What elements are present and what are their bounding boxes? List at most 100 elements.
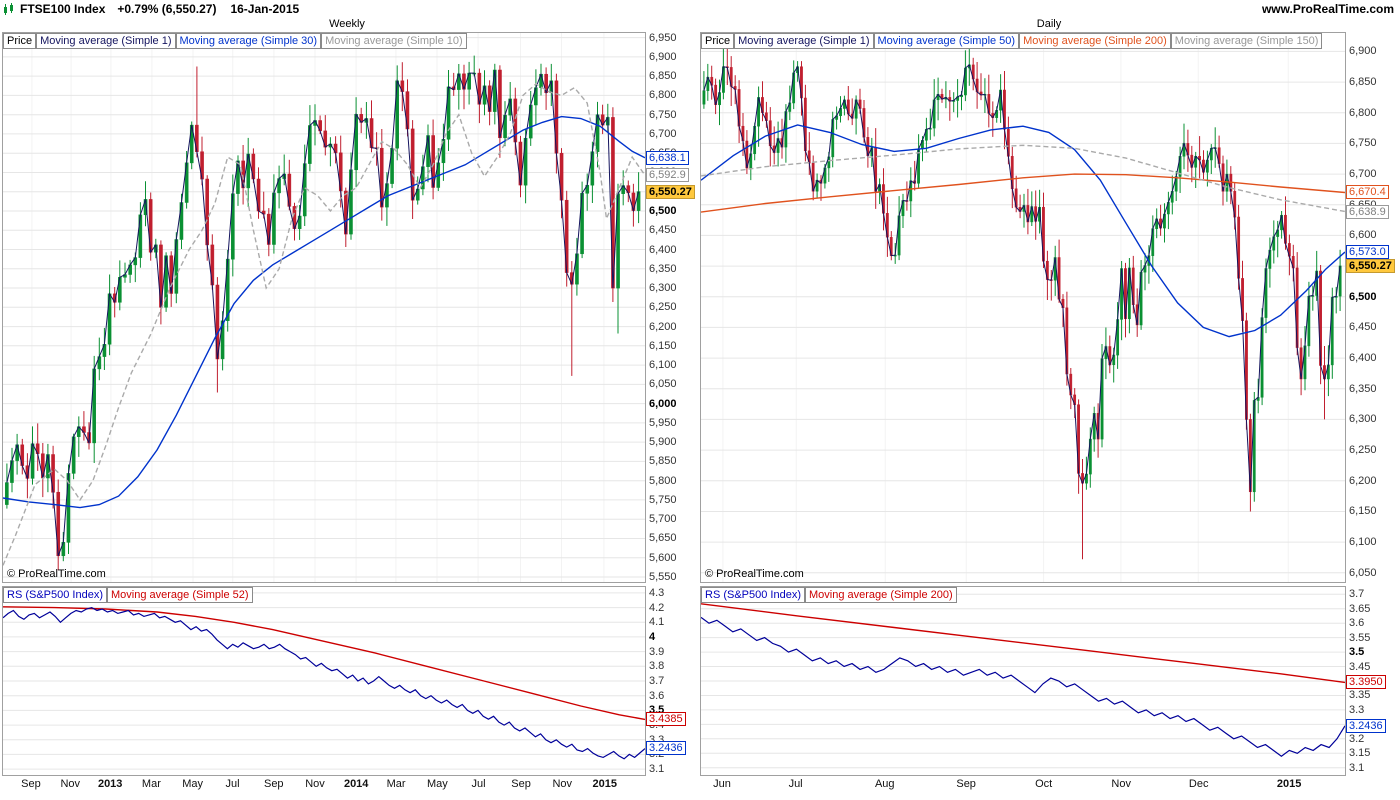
y-axis-tick: 3.2 xyxy=(1349,732,1365,745)
x-axis-label: Nov xyxy=(305,778,325,790)
y-axis-tick: 6,900 xyxy=(1349,45,1377,58)
value-tag: 6,573.0 xyxy=(1346,244,1389,259)
y-axis-tick: 6,700 xyxy=(649,127,677,140)
y-axis-tick: 4.1 xyxy=(649,616,665,629)
value-tag: 6,670.4 xyxy=(1346,185,1389,200)
y-axis-tick: 3.7 xyxy=(649,675,665,687)
weekly-price-svg xyxy=(3,33,645,582)
y-axis-tick: 5,850 xyxy=(649,455,677,468)
top-bar: FTSE100 Index +0.79% (6,550.27) 16-Jan-2… xyxy=(0,0,1400,18)
y-axis-tick: 3.35 xyxy=(1349,689,1371,702)
x-axis-label: Sep xyxy=(21,778,41,790)
daily-rs-chart[interactable]: RS (S&P500 Index) Moving average (Simple … xyxy=(700,586,1346,776)
y-axis-tick: 6,450 xyxy=(1349,321,1377,334)
x-axis-label: Jul xyxy=(788,778,803,790)
y-axis-tick: 4 xyxy=(649,630,656,643)
y-axis-tick: 6,750 xyxy=(1349,137,1377,150)
y-axis-tick: 3.9 xyxy=(649,645,665,658)
x-axis-label: Nov xyxy=(552,778,573,790)
y-axis-tick: 6,400 xyxy=(1349,352,1377,365)
x-axis-label: Jul xyxy=(225,778,240,790)
x-axis-label: Jul xyxy=(471,778,486,790)
value-tag: 6,638.1 xyxy=(646,150,689,165)
daily-price-chart[interactable]: Price Moving average (Simple 1) Moving ave… xyxy=(700,32,1346,583)
daily-rs-legend: RS (S&P500 Index) Moving average (Simple … xyxy=(701,587,957,603)
value-tag: 6,592.9 xyxy=(646,168,689,183)
y-axis-tick: 6,500 xyxy=(649,204,677,217)
y-axis-tick: 6,000 xyxy=(649,397,677,410)
x-axis-label: May xyxy=(182,778,203,790)
daily-price-legend: Price Moving average (Simple 1) Moving ave… xyxy=(701,33,1323,49)
quote-date: 16-Jan-2015 xyxy=(230,2,300,16)
daily-copyright: © ProRealTime.com xyxy=(705,568,804,580)
y-axis-tick: 6,100 xyxy=(1349,536,1377,549)
y-axis-tick: 3.6 xyxy=(649,689,665,702)
x-axis-label: Sep xyxy=(956,778,976,790)
y-axis-tick: 6,150 xyxy=(1349,505,1377,518)
weekly-rs-svg xyxy=(3,592,645,770)
y-axis-tick: 3.7 xyxy=(1349,588,1365,601)
x-axis-label: 2014 xyxy=(343,778,369,790)
y-axis-tick: 3.1 xyxy=(1349,761,1365,774)
y-axis-tick: 6,250 xyxy=(1349,444,1377,457)
value-tag: 3.2436 xyxy=(646,741,686,756)
x-axis-label: Mar xyxy=(386,778,406,790)
y-axis-tick: 6,500 xyxy=(1349,290,1377,303)
y-axis-tick: 6,900 xyxy=(649,50,677,63)
weekly-price-legend: Price Moving average (Simple 1) Moving ave… xyxy=(3,33,467,49)
x-axis-label: Sep xyxy=(263,778,284,790)
y-axis-tick: 6,250 xyxy=(649,301,677,314)
value-tag: 3.3950 xyxy=(1346,675,1386,690)
value-tag: 3.2436 xyxy=(1346,719,1386,734)
y-axis-tick: 6,700 xyxy=(1349,168,1377,181)
y-axis-tick: 5,900 xyxy=(649,436,677,449)
value-tag: 3.4385 xyxy=(646,712,686,727)
provider-link[interactable]: www.ProRealTime.com xyxy=(1261,2,1394,16)
legend-item[interactable]: Moving average (Simple 200) xyxy=(1019,33,1171,49)
legend-item[interactable]: Moving average (Simple 52) xyxy=(107,587,253,603)
daily-panel: Daily Price Moving average (Simple 1) Movi… xyxy=(700,18,1398,794)
weekly-rs-chart[interactable]: RS (S&P500 Index) Moving average (Simple … xyxy=(2,586,646,776)
legend-item[interactable]: Price xyxy=(3,33,37,49)
candlestick-icon xyxy=(3,2,15,16)
x-axis-label: Mar xyxy=(141,778,161,790)
legend-item[interactable]: Moving average (Simple 50) xyxy=(873,33,1020,49)
legend-item[interactable]: Moving average (Simple 1) xyxy=(734,33,874,49)
last-price-tag: 6,550.27 xyxy=(646,184,695,199)
y-axis-tick: 5,700 xyxy=(649,513,677,526)
y-axis-tick: 6,400 xyxy=(649,243,677,256)
legend-item[interactable]: RS (S&P500 Index) xyxy=(701,587,805,603)
weekly-panel: Weekly Price Moving average (Simple 1) Mov… xyxy=(2,18,695,794)
y-axis-tick: 3.8 xyxy=(649,660,665,673)
x-axis-label: May xyxy=(426,778,448,790)
y-axis-tick: 5,750 xyxy=(649,493,677,506)
y-axis-tick: 3.5 xyxy=(1349,646,1365,659)
y-axis-tick: 6,800 xyxy=(1349,106,1377,119)
legend-item[interactable]: Moving average (Simple 1) xyxy=(36,33,176,49)
y-axis-tick: 6,200 xyxy=(1349,474,1377,487)
y-axis-tick: 5,950 xyxy=(649,416,677,429)
y-axis-tick: 6,200 xyxy=(649,320,677,333)
legend-item[interactable]: Moving average (Simple 200) xyxy=(805,587,957,603)
x-axis-label: Oct xyxy=(1035,778,1053,790)
daily-rs-y-axis: 3.13.153.23.253.33.353.43.453.53.553.63.… xyxy=(1346,586,1398,776)
weekly-x-axis: Sep Nov 2013 Mar May Jul Sep Nov 2014 Mar May Jul Se… xyxy=(2,776,646,794)
y-axis-tick: 6,050 xyxy=(649,378,677,391)
y-axis-tick: 4.3 xyxy=(649,586,665,599)
weekly-price-chart[interactable]: Price Moving average (Simple 1) Moving ave… xyxy=(2,32,646,583)
x-axis-label: 2015 xyxy=(592,778,618,790)
x-axis-label: 2013 xyxy=(97,778,123,790)
y-axis-tick: 5,650 xyxy=(649,532,677,545)
weekly-chart-title: Weekly xyxy=(329,18,365,30)
y-axis-tick: 3.15 xyxy=(1349,747,1371,760)
legend-item[interactable]: RS (S&P500 Index) xyxy=(3,587,107,603)
legend-item[interactable]: Moving average (Simple 30) xyxy=(175,33,322,49)
legend-item[interactable]: Moving average (Simple 10) xyxy=(321,33,467,49)
y-axis-tick: 3.45 xyxy=(1349,660,1371,673)
y-axis-tick: 6,450 xyxy=(649,224,677,237)
legend-item[interactable]: Moving average (Simple 150) xyxy=(1170,33,1323,49)
y-axis-tick: 6,850 xyxy=(649,70,677,83)
value-tag: 6,638.9 xyxy=(1346,204,1389,219)
daily-price-y-axis: 6,050 6,100 6,150 6,200 6,250 6,300 6,350 6,400… xyxy=(1346,32,1398,583)
legend-item[interactable]: Price xyxy=(701,33,735,49)
